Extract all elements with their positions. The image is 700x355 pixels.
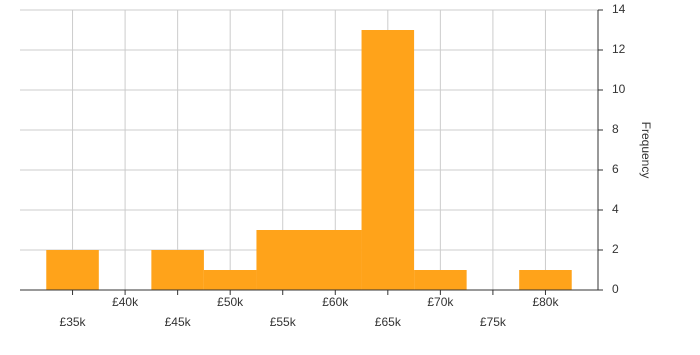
- y-axis-title: Frequency: [639, 122, 653, 179]
- x-tick-label: £75k: [480, 315, 507, 329]
- x-tick-label: £35k: [60, 315, 87, 329]
- y-tick-label: 0: [612, 282, 619, 296]
- x-tick-label: £80k: [532, 295, 559, 309]
- x-tick-label: £55k: [270, 315, 297, 329]
- y-tick-label: 14: [612, 2, 626, 16]
- y-tick-label: 6: [612, 162, 619, 176]
- y-tick-label: 10: [612, 82, 626, 96]
- y-tick-label: 8: [612, 122, 619, 136]
- x-tick-label: £70k: [427, 295, 454, 309]
- y-tick-label: 12: [612, 42, 626, 56]
- x-tick-label: £50k: [217, 295, 244, 309]
- x-tick-label: £65k: [375, 315, 402, 329]
- y-tick-label: 2: [612, 242, 619, 256]
- bar: [309, 230, 362, 290]
- bar: [256, 230, 309, 290]
- x-tick-label: £60k: [322, 295, 349, 309]
- x-tick-label: £45k: [165, 315, 192, 329]
- y-tick-label: 4: [612, 202, 619, 216]
- bar: [46, 250, 99, 290]
- bar: [414, 270, 467, 290]
- bar: [519, 270, 572, 290]
- bar: [361, 30, 415, 290]
- x-tick-label: £40k: [112, 295, 139, 309]
- bar: [203, 270, 257, 290]
- bar: [151, 250, 204, 290]
